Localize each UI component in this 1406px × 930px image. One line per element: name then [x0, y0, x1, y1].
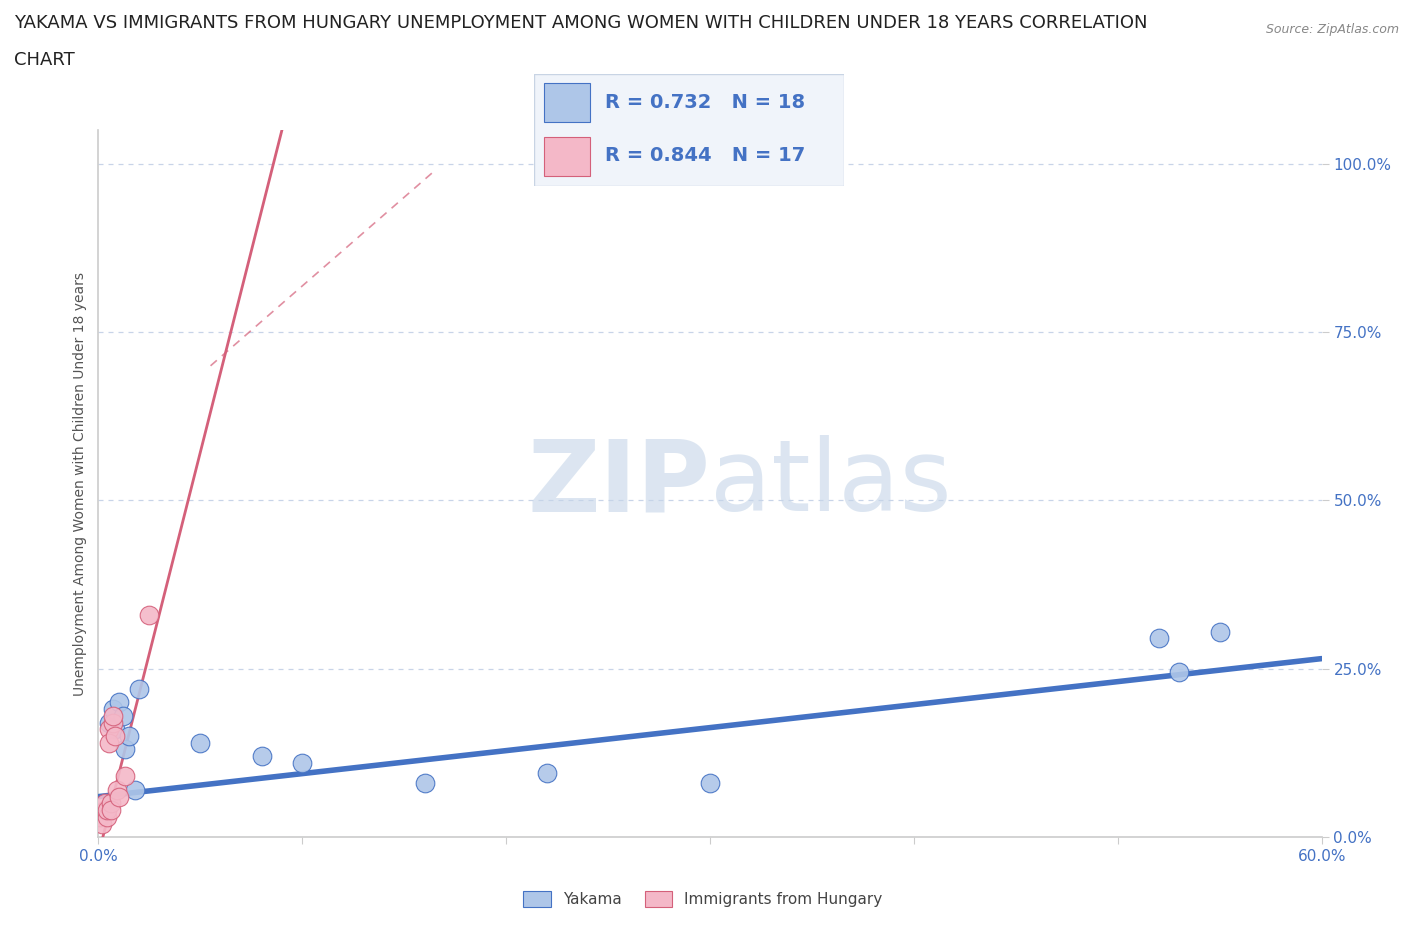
Point — [111, 709, 134, 724]
FancyBboxPatch shape — [544, 137, 591, 176]
Text: ZIP: ZIP — [527, 435, 710, 532]
Text: YAKAMA VS IMMIGRANTS FROM HUNGARY UNEMPLOYMENT AMONG WOMEN WITH CHILDREN UNDER 1: YAKAMA VS IMMIGRANTS FROM HUNGARY UNEMPL… — [14, 14, 1147, 32]
FancyBboxPatch shape — [544, 84, 591, 123]
Point — [101, 709, 124, 724]
Point — [96, 809, 118, 824]
Point — [1167, 665, 1189, 680]
FancyBboxPatch shape — [534, 74, 844, 186]
Point — [100, 803, 122, 817]
Point — [89, 809, 111, 824]
Point — [291, 755, 314, 770]
Point — [188, 736, 212, 751]
Point — [104, 728, 127, 743]
Text: R = 0.844   N = 17: R = 0.844 N = 17 — [606, 146, 806, 166]
Point — [97, 722, 120, 737]
Point — [108, 695, 131, 710]
Point — [1147, 631, 1170, 645]
Point — [128, 682, 150, 697]
Point — [114, 769, 136, 784]
Point — [105, 782, 128, 797]
Point — [104, 722, 127, 737]
Point — [108, 790, 131, 804]
Point — [97, 736, 120, 751]
Point — [1209, 624, 1232, 639]
Text: R = 0.732   N = 18: R = 0.732 N = 18 — [606, 93, 806, 112]
Text: Source: ZipAtlas.com: Source: ZipAtlas.com — [1265, 23, 1399, 36]
Point — [93, 803, 115, 817]
Point — [96, 803, 118, 817]
Point — [97, 715, 120, 730]
Point — [250, 749, 273, 764]
Point — [101, 715, 124, 730]
Point — [118, 728, 141, 743]
Point — [100, 796, 122, 811]
Point — [91, 817, 114, 831]
Text: atlas: atlas — [710, 435, 952, 532]
Point — [138, 607, 160, 622]
Point — [101, 701, 124, 716]
Text: CHART: CHART — [14, 51, 75, 69]
Y-axis label: Unemployment Among Women with Children Under 18 years: Unemployment Among Women with Children U… — [73, 272, 87, 696]
Point — [536, 765, 558, 780]
Point — [124, 782, 146, 797]
Point — [413, 776, 436, 790]
Point — [93, 796, 115, 811]
Legend: Yakama, Immigrants from Hungary: Yakama, Immigrants from Hungary — [517, 884, 889, 913]
Point — [699, 776, 721, 790]
Point — [114, 742, 136, 757]
